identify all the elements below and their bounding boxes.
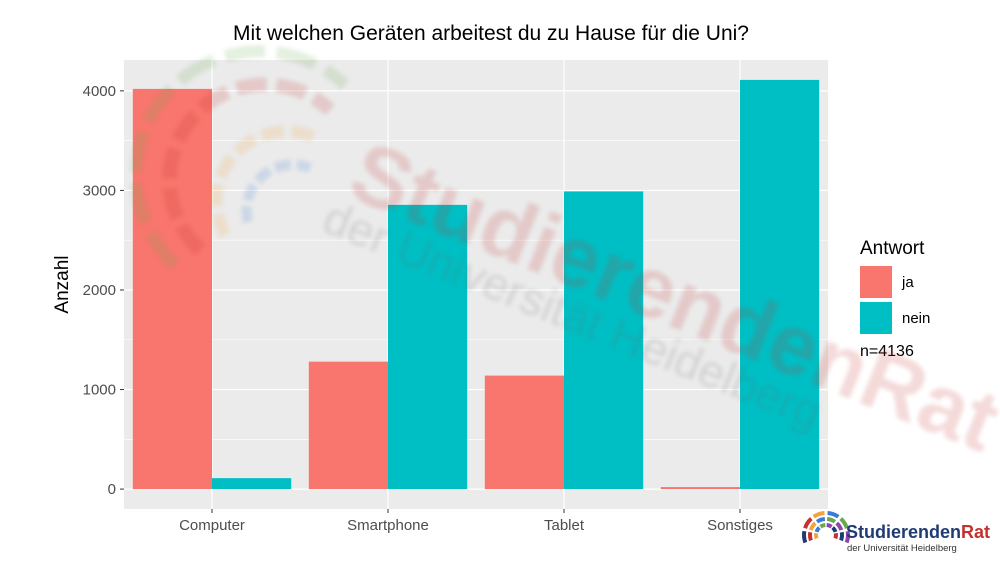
- logo-arc-icon: [826, 523, 833, 529]
- logo-arc-icon: [815, 517, 826, 524]
- logo-arc-icon: [839, 531, 844, 542]
- y-tick-label: 1000: [83, 382, 116, 399]
- logo-arc-icon: [802, 530, 808, 544]
- logo-arc-icon: [808, 521, 817, 531]
- y-tick-label: 0: [108, 481, 116, 498]
- plot-panel: [124, 60, 828, 509]
- bar-ja-sonstiges: [660, 487, 740, 490]
- y-axis-title: Anzahl: [52, 255, 73, 313]
- logo-arc-icon: [831, 526, 838, 533]
- x-tick-label: Computer: [179, 517, 245, 534]
- bar-nein-tablet: [564, 191, 644, 490]
- legend-key-nein: [860, 302, 892, 334]
- logo-arc-icon: [826, 517, 837, 524]
- logo-arc-icon: [808, 531, 813, 542]
- bar-ja-tablet: [484, 375, 564, 490]
- bar-ja-smartphone: [308, 361, 388, 490]
- chart-layer: 0 1000 2000 3000 4000 Computer Smartphone Table…: [52, 22, 930, 534]
- y-tick-label: 3000: [83, 182, 116, 199]
- chart-title: Mit welchen Geräten arbeitest du zu Haus…: [233, 22, 749, 45]
- x-tick-label: Tablet: [544, 517, 585, 534]
- logo-name-part2: Rat: [961, 522, 990, 542]
- bar-nein-sonstiges: [740, 79, 820, 490]
- x-tick-label: Smartphone: [347, 517, 429, 534]
- legend-key-ja: [860, 266, 892, 298]
- x-tick-label: Sonstiges: [707, 517, 773, 534]
- sample-size-note: n=4136: [860, 343, 914, 360]
- logo-arc-icon: [833, 532, 838, 540]
- logo-arc-icon: [839, 517, 849, 529]
- logo-arc-icon: [814, 532, 819, 540]
- bar-nein-smartphone: [388, 204, 468, 490]
- bar-nein-computer: [212, 478, 292, 490]
- watermark-logo-arcs-icon: [130, 45, 350, 270]
- logo-name: StudierendenRat: [846, 522, 990, 542]
- logo-arc-icon: [835, 521, 844, 531]
- legend-title: Antwort: [860, 238, 925, 259]
- logo-arc-icon: [803, 517, 813, 529]
- logo-arc-icon: [827, 511, 840, 519]
- logo-arc-icon: [819, 523, 826, 529]
- logo-arc-icon: [844, 530, 850, 544]
- logo-subtitle: der Universität Heidelberg: [847, 543, 957, 554]
- logo-arc-icon: [814, 526, 821, 533]
- logo-arc-icon: [812, 511, 825, 519]
- legend-label-nein: nein: [902, 310, 930, 327]
- y-tick-label: 2000: [83, 282, 116, 299]
- y-tick-label: 4000: [83, 83, 116, 100]
- logo-name-part1: Studierenden: [846, 522, 961, 542]
- bar-ja-computer: [132, 88, 212, 490]
- legend-label-ja: ja: [901, 274, 914, 291]
